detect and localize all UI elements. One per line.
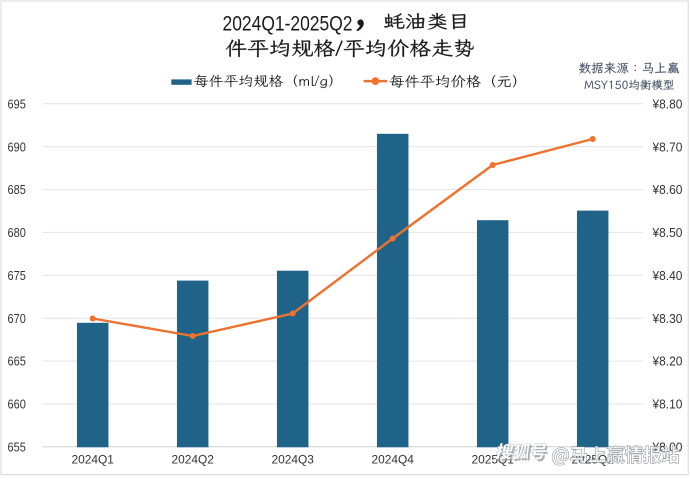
svg-text:655: 655 [8, 440, 26, 454]
svg-text:¥8.20: ¥8.20 [652, 355, 683, 369]
svg-text:¥8.30: ¥8.30 [652, 312, 683, 326]
svg-text:2024Q2: 2024Q2 [171, 453, 214, 467]
svg-text:2024Q1-2025Q2: 2024Q1-2025Q2 [223, 12, 353, 36]
svg-text:2024Q3: 2024Q3 [271, 453, 314, 467]
svg-text:¥8.60: ¥8.60 [652, 183, 683, 197]
svg-text:¥8.70: ¥8.70 [652, 140, 683, 154]
svg-text:660: 660 [8, 398, 26, 412]
svg-text:¥8.10: ¥8.10 [652, 398, 683, 412]
svg-text:¥8.50: ¥8.50 [652, 226, 683, 240]
svg-text:685: 685 [8, 183, 26, 197]
svg-text:670: 670 [8, 312, 26, 326]
svg-text:¥8.40: ¥8.40 [652, 269, 683, 283]
svg-text:680: 680 [8, 226, 26, 240]
svg-text:695: 695 [8, 97, 26, 111]
svg-text:690: 690 [8, 140, 26, 154]
svg-text:2024Q1: 2024Q1 [71, 453, 114, 467]
svg-text:¥8.80: ¥8.80 [652, 97, 683, 111]
svg-text:2024Q4: 2024Q4 [371, 453, 414, 467]
svg-text:675: 675 [8, 269, 26, 283]
svg-text:665: 665 [8, 355, 26, 369]
